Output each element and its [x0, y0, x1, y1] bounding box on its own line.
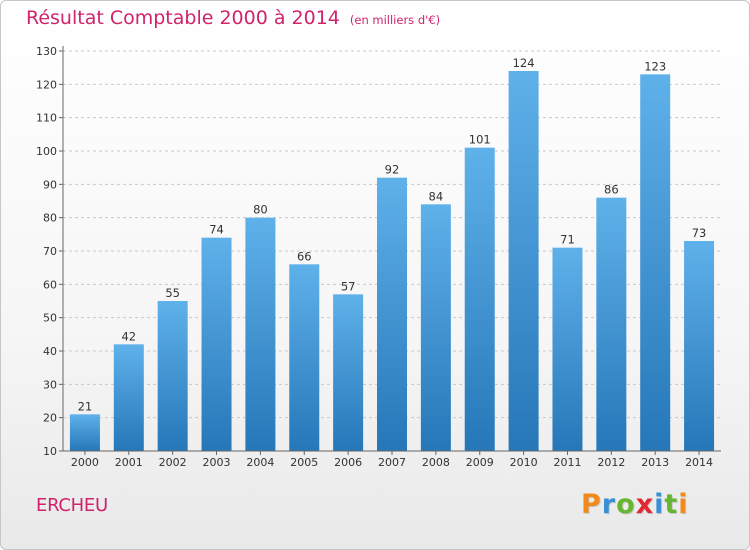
y-tick-label: 40 — [43, 345, 57, 358]
bar-2000 — [69, 414, 100, 451]
bar-2011 — [552, 247, 583, 451]
x-tick-label: 2011 — [553, 456, 581, 469]
bar-2012 — [596, 197, 627, 451]
y-tick-label: 30 — [43, 378, 57, 391]
y-tick-label: 130 — [36, 45, 57, 58]
y-tick-label: 60 — [43, 278, 57, 291]
bar-2014 — [684, 241, 715, 451]
bar-2013 — [640, 74, 671, 451]
bar-value-label: 55 — [165, 286, 180, 300]
x-tick-label: 2012 — [597, 456, 625, 469]
bar-value-label: 123 — [644, 59, 666, 73]
logo-letter: t — [664, 489, 679, 520]
bar-value-label: 86 — [604, 183, 619, 197]
bar-value-label: 80 — [253, 203, 268, 217]
x-tick-label: 2007 — [378, 456, 406, 469]
logo-letter: i — [678, 489, 689, 520]
y-tick-label: 80 — [43, 212, 57, 225]
x-tick-label: 2004 — [246, 456, 274, 469]
bar-value-label: 84 — [429, 189, 444, 203]
y-tick-label: 90 — [43, 178, 57, 191]
bar-value-label: 73 — [692, 226, 707, 240]
y-tick-label: 120 — [36, 78, 57, 91]
x-tick-label: 2000 — [71, 456, 99, 469]
bar-2003 — [201, 237, 232, 451]
bars: 21 42 55 74 80 66 57 92 84 101 124 71 86 123 73 — [69, 56, 715, 451]
logo-letter: x — [635, 489, 655, 520]
x-tick-label: 2006 — [334, 456, 362, 469]
bar-value-label: 42 — [121, 329, 136, 343]
bar-value-label: 71 — [560, 233, 575, 247]
chart-subtitle: (en milliers d'€) — [349, 13, 441, 27]
bar-2001 — [113, 344, 144, 451]
x-tick-label: 2009 — [466, 456, 494, 469]
x-tick-label: 2008 — [422, 456, 450, 469]
bar-value-label: 74 — [209, 223, 224, 237]
y-tick-label: 110 — [36, 112, 57, 125]
bar-2009 — [464, 147, 495, 451]
chart-title: Résultat Comptable 2000 à 2014 (en millie… — [26, 7, 440, 29]
bar-value-label: 124 — [513, 56, 535, 70]
y-tick-label: 20 — [43, 412, 57, 425]
x-tick-label: 2013 — [641, 456, 669, 469]
bar-2002 — [157, 301, 188, 451]
x-tick-label: 2002 — [159, 456, 187, 469]
bar-2005 — [289, 264, 320, 451]
chart-title-text: Résultat Comptable 2000 à 2014 — [26, 7, 340, 29]
bar-2004 — [245, 217, 276, 451]
bar-value-label: 92 — [385, 163, 400, 177]
town-name: ERCHEU — [36, 495, 108, 516]
bar-value-label: 66 — [297, 249, 312, 263]
y-tick-label: 70 — [43, 245, 57, 258]
x-tick-label: 2014 — [685, 456, 713, 469]
logo-letter: P — [581, 489, 602, 520]
bar-2007 — [377, 177, 407, 451]
x-tick-label: 2001 — [115, 456, 143, 469]
y-tick-label: 10 — [43, 445, 57, 458]
logo-letter: r — [601, 489, 617, 520]
bar-2006 — [333, 294, 364, 451]
x-tick-label: 2010 — [510, 456, 538, 469]
x-tick-label: 2003 — [203, 456, 231, 469]
y-tick-label: 50 — [43, 312, 57, 325]
logo-letter: o — [616, 489, 636, 520]
bar-2010 — [508, 71, 539, 451]
bar-value-label: 21 — [78, 399, 93, 413]
bar-2008 — [420, 204, 451, 451]
x-tick-label: 2005 — [290, 456, 318, 469]
bar-value-label: 101 — [469, 133, 491, 147]
axes: 10 20 30 40 50 60 70 80 90 100 110 120 130 2000 2001 20… — [36, 45, 721, 469]
proxiti-logo: Proxiti — [581, 489, 689, 520]
logo-letter: i — [654, 489, 665, 520]
y-tick-label: 100 — [36, 145, 57, 158]
bar-value-label: 57 — [341, 279, 356, 293]
